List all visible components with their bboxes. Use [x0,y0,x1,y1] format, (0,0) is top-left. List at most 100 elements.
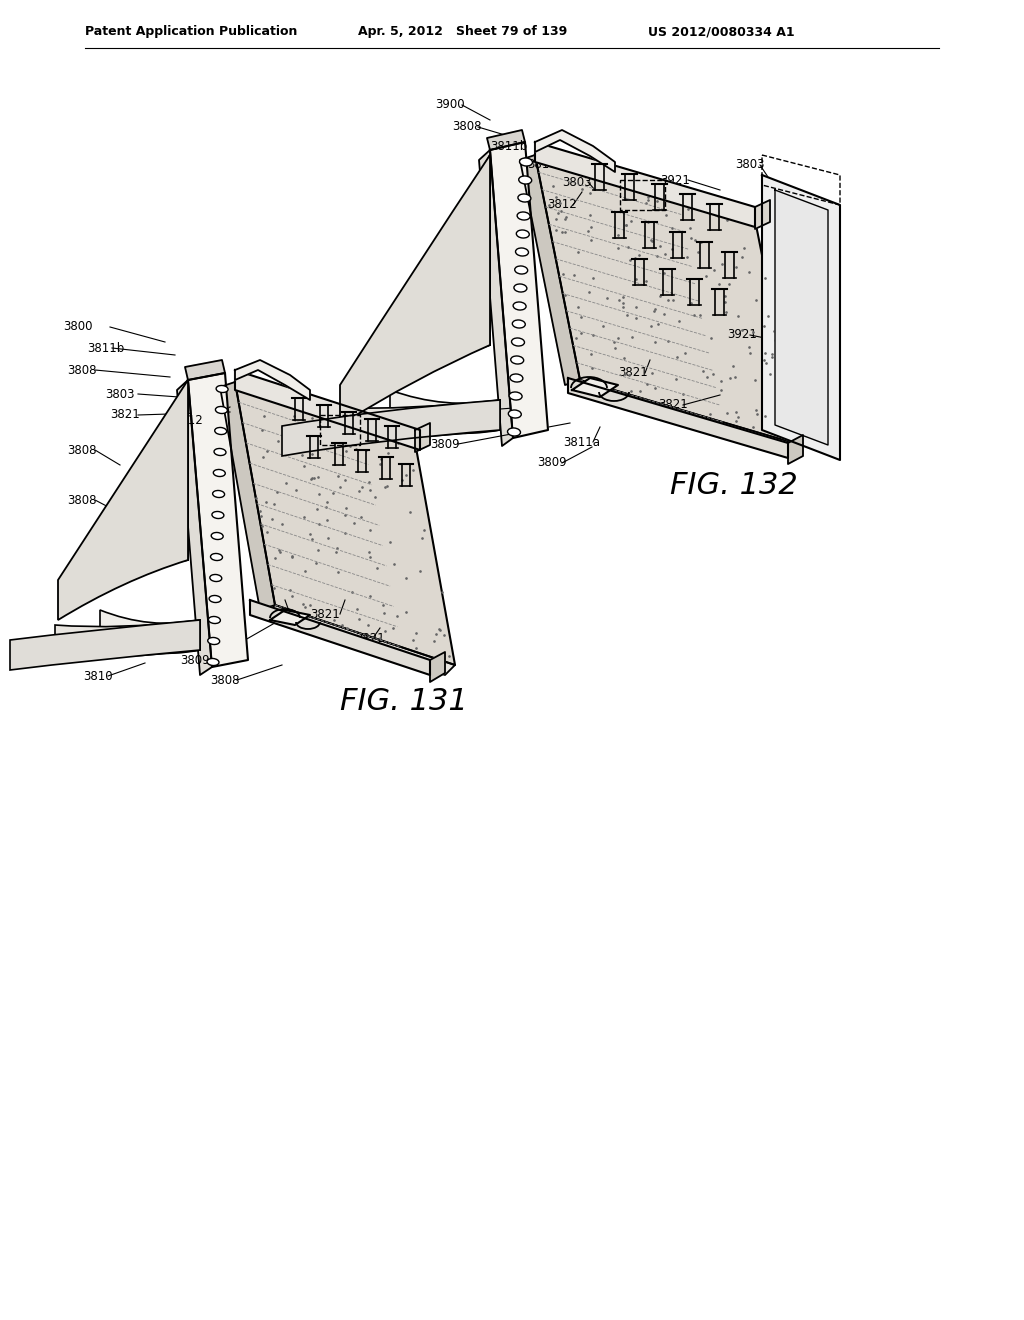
PathPatch shape [118,380,188,579]
Text: 3808: 3808 [67,363,96,376]
PathPatch shape [390,389,500,433]
Polygon shape [265,605,455,675]
Ellipse shape [215,428,226,434]
PathPatch shape [88,380,188,601]
Text: 3821: 3821 [319,401,350,414]
Ellipse shape [517,213,530,220]
Ellipse shape [508,411,521,418]
Text: 3811: 3811 [527,157,557,170]
Text: 3821: 3821 [310,607,340,620]
Ellipse shape [216,385,228,392]
Text: 3811: 3811 [106,557,137,569]
Ellipse shape [510,374,523,381]
Text: 3821: 3821 [355,631,385,644]
PathPatch shape [336,400,500,438]
Polygon shape [572,378,618,397]
Polygon shape [479,150,513,446]
Text: 3809: 3809 [537,457,566,470]
Ellipse shape [210,574,222,582]
Text: 3910: 3910 [435,405,465,418]
Ellipse shape [519,176,531,183]
Ellipse shape [213,491,224,498]
Polygon shape [220,381,275,610]
PathPatch shape [100,610,200,653]
Polygon shape [270,610,310,624]
Ellipse shape [514,284,527,292]
Polygon shape [188,374,248,667]
Text: 3921: 3921 [727,329,757,342]
Ellipse shape [512,319,525,329]
Text: 3809: 3809 [180,653,210,667]
Polygon shape [234,360,310,400]
Ellipse shape [513,302,526,310]
Polygon shape [788,436,803,465]
Ellipse shape [207,659,219,665]
PathPatch shape [282,400,500,455]
Text: 3811a: 3811a [258,607,295,620]
Ellipse shape [515,265,527,275]
Ellipse shape [214,449,226,455]
Ellipse shape [519,158,532,166]
Polygon shape [430,652,445,682]
Ellipse shape [509,392,522,400]
Ellipse shape [209,616,220,623]
Text: 3808: 3808 [67,444,96,457]
Polygon shape [177,380,212,675]
Polygon shape [234,370,420,450]
Text: 3803: 3803 [105,388,134,400]
Text: 3809: 3809 [430,437,460,450]
Polygon shape [755,201,770,228]
Ellipse shape [511,356,523,364]
Ellipse shape [211,553,222,561]
Text: 3808: 3808 [452,120,481,133]
Polygon shape [762,176,840,459]
Text: 3812: 3812 [547,198,577,211]
PathPatch shape [410,154,490,375]
PathPatch shape [10,620,200,671]
Text: Apr. 5, 2012   Sheet 79 of 139: Apr. 5, 2012 Sheet 79 of 139 [358,25,567,38]
PathPatch shape [375,154,490,400]
Ellipse shape [209,595,221,602]
Text: 3811: 3811 [38,653,68,667]
Text: 3800: 3800 [63,321,92,334]
Polygon shape [568,378,788,458]
Text: 3803: 3803 [735,158,765,172]
PathPatch shape [58,380,188,620]
Ellipse shape [516,230,529,238]
Ellipse shape [512,338,524,346]
Polygon shape [775,190,828,445]
Polygon shape [535,129,615,172]
Polygon shape [250,601,430,675]
Ellipse shape [215,407,227,413]
Ellipse shape [213,470,225,477]
Text: 3808: 3808 [210,673,240,686]
Text: 3821: 3821 [618,367,648,380]
PathPatch shape [55,620,200,656]
Polygon shape [185,360,225,380]
Text: 3811b: 3811b [490,140,527,153]
Ellipse shape [212,511,224,519]
Text: 3803: 3803 [280,392,309,404]
Polygon shape [415,422,430,451]
Text: 3812: 3812 [173,413,203,426]
Text: FIG. 132: FIG. 132 [670,470,798,499]
Text: FIG. 131: FIG. 131 [340,688,468,717]
Text: 3811a: 3811a [563,436,600,449]
Polygon shape [487,129,525,150]
Polygon shape [520,154,580,385]
Polygon shape [535,143,755,227]
Polygon shape [535,154,800,445]
Polygon shape [234,381,455,665]
Text: Patent Application Publication: Patent Application Publication [85,25,297,38]
Ellipse shape [518,194,530,202]
Text: 3803: 3803 [562,176,592,189]
Ellipse shape [515,248,528,256]
Ellipse shape [208,638,220,644]
Polygon shape [490,143,548,438]
Text: US 2012/0080334 A1: US 2012/0080334 A1 [648,25,795,38]
Text: 3821: 3821 [110,408,139,421]
Text: 3811b: 3811b [87,342,124,355]
Text: 3810: 3810 [83,669,113,682]
Text: 3821: 3821 [658,399,688,412]
Polygon shape [568,380,800,455]
